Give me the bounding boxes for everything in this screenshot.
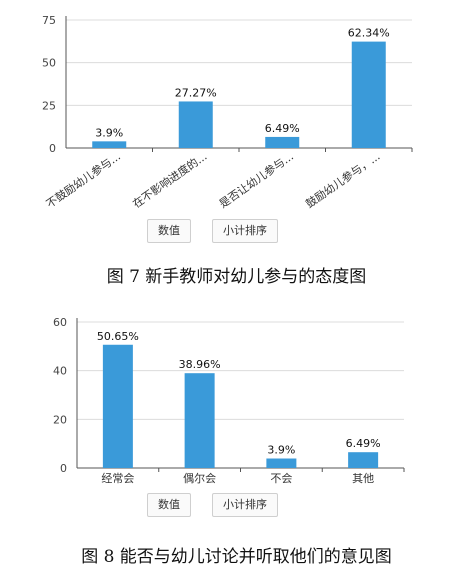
chart-7-bar[interactable] xyxy=(178,101,213,148)
chart-8-bar[interactable] xyxy=(266,458,297,468)
chart-7-y-tick-label: 0 xyxy=(49,142,56,155)
chart-8-y-tick-label: 60 xyxy=(53,316,67,329)
chart-8-y-tick-label: 20 xyxy=(53,413,67,426)
chart-7-bar[interactable] xyxy=(92,141,127,148)
chart-7-category-label: 在不影响进度的... xyxy=(130,149,210,211)
chart-7: 0 25 50 75 3.9% 不鼓励幼儿参与... 27.27% 在不影响进度的... 6.4… xyxy=(42,14,413,211)
chart-7-data-label: 3.9% xyxy=(95,126,123,139)
chart-7-sort-button[interactable]: 小计排序 xyxy=(212,219,278,243)
chart-8: 0 20 40 60 50.65% 经常会 38.96% 偶尔会 3.9% 不会 6.49% 其他 xyxy=(53,316,405,485)
chart-8-category-label: 偶尔会 xyxy=(183,472,216,485)
chart-7-category-label: 不鼓励幼儿参与... xyxy=(43,149,123,211)
chart-7-y-tick-label: 75 xyxy=(42,14,56,27)
chart-7-bar[interactable] xyxy=(265,136,300,148)
chart-8-bar[interactable] xyxy=(348,452,379,468)
chart-7-y-tick-label: 25 xyxy=(42,99,56,112)
chart-8-caption: 图 8 能否与幼儿讨论并听取他们的意见图 xyxy=(81,547,392,567)
chart-7-data-label: 6.49% xyxy=(265,122,300,135)
chart-8-data-label: 3.9% xyxy=(267,444,295,457)
chart-7-caption: 图 7 新手教师对幼儿参与的态度图 xyxy=(106,267,367,287)
chart-7-bar[interactable] xyxy=(351,41,386,148)
chart-8-data-label: 6.49% xyxy=(346,437,381,450)
chart-8-value-button[interactable]: 数值 xyxy=(147,493,191,517)
chart-8-y-tick-label: 0 xyxy=(60,462,67,475)
chart-7-category-label: 鼓励幼儿参与，... xyxy=(303,149,383,211)
chart-8-category-label: 经常会 xyxy=(101,472,134,485)
chart-8-data-label: 38.96% xyxy=(179,358,221,371)
chart-8-category-label: 不会 xyxy=(270,472,292,485)
chart-7-category-label: 是否让幼儿参与... xyxy=(216,149,296,211)
chart-8-sort-button[interactable]: 小计排序 xyxy=(212,493,278,517)
chart-7-y-tick-label: 50 xyxy=(42,57,56,70)
chart-8-category-label: 其他 xyxy=(352,472,374,485)
chart-8-bar[interactable] xyxy=(184,373,215,468)
chart-7-value-button[interactable]: 数值 xyxy=(147,219,191,243)
chart-8-data-label: 50.65% xyxy=(97,330,139,343)
chart-8-y-tick-label: 40 xyxy=(53,365,67,378)
chart-7-data-label: 27.27% xyxy=(175,86,217,99)
chart-7-data-label: 62.34% xyxy=(348,27,390,40)
chart-8-bar[interactable] xyxy=(102,344,133,468)
